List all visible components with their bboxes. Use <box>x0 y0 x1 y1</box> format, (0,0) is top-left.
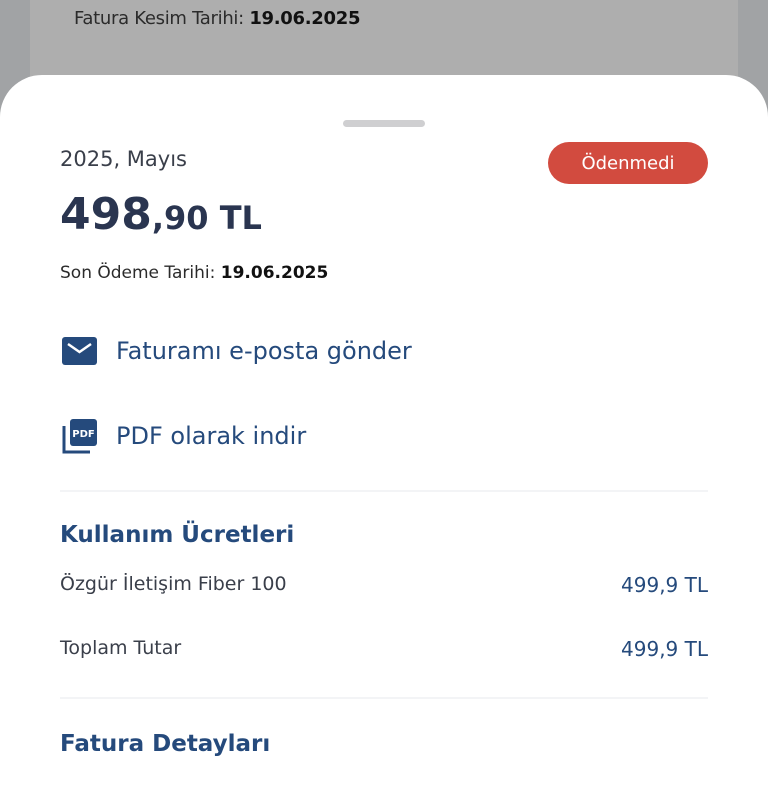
details-section-title[interactable]: Fatura Detayları <box>60 731 271 757</box>
total-value: 499,9 TL <box>621 637 708 661</box>
usage-row-value: 499,9 TL <box>621 573 708 597</box>
total-label: Toplam Tutar <box>60 637 182 659</box>
divider <box>60 697 708 699</box>
envelope-icon <box>62 333 98 369</box>
cut-date-label: Fatura Kesim Tarihi: <box>74 8 244 29</box>
amount-fraction: ,90 TL <box>151 199 262 237</box>
email-invoice-label: Faturamı e-posta gönder <box>116 337 412 365</box>
due-date-value: 19.06.2025 <box>220 263 329 283</box>
due-date: Son Ödeme Tarihi: 19.06.2025 <box>60 263 328 283</box>
divider <box>60 490 708 492</box>
due-date-label: Son Ödeme Tarihi: <box>60 263 216 283</box>
status-badge: Ödenmedi <box>548 142 708 184</box>
usage-row-label: Özgür İletişim Fiber 100 <box>60 573 287 595</box>
cut-date-value: 19.06.2025 <box>249 8 361 29</box>
download-pdf-label: PDF olarak indir <box>116 422 307 450</box>
bill-period: 2025, Mayıs <box>60 147 187 171</box>
bill-amount: 498,90 TL <box>60 189 262 240</box>
usage-row: Özgür İletişim Fiber 100 499,9 TL <box>60 573 708 597</box>
svg-text:PDF: PDF <box>72 429 94 440</box>
invoice-cut-date: Fatura Kesim Tarihi: 19.06.2025 <box>74 8 360 29</box>
usage-section-title: Kullanım Ücretleri <box>60 522 295 548</box>
drag-handle[interactable] <box>343 120 425 127</box>
pdf-icon: PDF <box>62 418 98 454</box>
total-row: Toplam Tutar 499,9 TL <box>60 637 708 661</box>
amount-whole: 498 <box>60 189 152 240</box>
bottom-sheet: 2025, Mayıs Ödenmedi 498,90 TL Son Ödeme… <box>0 75 768 795</box>
email-invoice-button[interactable]: Faturamı e-posta gönder <box>62 333 412 369</box>
download-pdf-button[interactable]: PDF PDF olarak indir <box>62 418 306 454</box>
